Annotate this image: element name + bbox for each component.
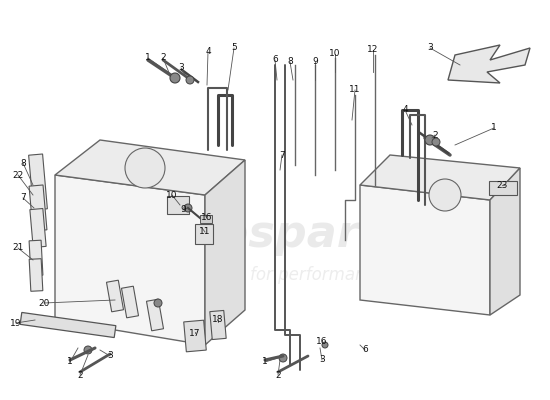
Circle shape xyxy=(429,179,461,211)
Circle shape xyxy=(84,346,92,354)
Text: 8: 8 xyxy=(20,158,26,168)
Text: 3: 3 xyxy=(107,352,113,360)
Text: 12: 12 xyxy=(367,46,379,54)
Text: 5: 5 xyxy=(231,44,237,52)
Text: 1: 1 xyxy=(262,358,268,366)
Polygon shape xyxy=(55,175,205,345)
Polygon shape xyxy=(30,208,46,248)
Text: 11: 11 xyxy=(199,228,211,236)
Text: 3: 3 xyxy=(319,356,325,364)
Text: 20: 20 xyxy=(39,298,50,308)
Polygon shape xyxy=(107,280,124,312)
Text: 3: 3 xyxy=(178,64,184,72)
Circle shape xyxy=(154,299,162,307)
Circle shape xyxy=(125,148,165,188)
Circle shape xyxy=(322,342,328,348)
Text: 8: 8 xyxy=(287,58,293,66)
Text: eurospares: eurospares xyxy=(134,214,416,256)
Text: 9: 9 xyxy=(312,58,318,66)
Text: 11: 11 xyxy=(349,86,361,94)
Text: 21: 21 xyxy=(12,244,24,252)
Polygon shape xyxy=(122,286,139,318)
Bar xyxy=(195,224,213,244)
Polygon shape xyxy=(448,45,530,83)
Text: 4: 4 xyxy=(205,48,211,56)
Text: 6: 6 xyxy=(272,56,278,64)
Circle shape xyxy=(170,73,180,83)
Text: 16: 16 xyxy=(316,338,328,346)
Text: 17: 17 xyxy=(189,328,201,338)
Polygon shape xyxy=(146,299,163,331)
Text: 22: 22 xyxy=(12,170,24,180)
Text: 7: 7 xyxy=(20,194,26,202)
Text: 7: 7 xyxy=(279,150,285,160)
Text: 3: 3 xyxy=(427,44,433,52)
Text: 23: 23 xyxy=(496,180,508,190)
Polygon shape xyxy=(205,160,245,345)
Text: 19: 19 xyxy=(10,318,22,328)
Text: a passion for performance: a passion for performance xyxy=(166,266,384,284)
Bar xyxy=(167,196,189,214)
Polygon shape xyxy=(55,140,245,195)
Text: 10: 10 xyxy=(166,190,178,200)
Text: 2: 2 xyxy=(160,54,166,62)
Polygon shape xyxy=(360,155,520,200)
Circle shape xyxy=(186,76,194,84)
Polygon shape xyxy=(210,310,226,340)
Text: 6: 6 xyxy=(362,346,368,354)
Bar xyxy=(200,215,212,223)
Polygon shape xyxy=(360,185,490,315)
Polygon shape xyxy=(184,320,206,352)
Text: 18: 18 xyxy=(212,316,224,324)
Circle shape xyxy=(432,138,440,146)
Polygon shape xyxy=(29,154,47,210)
Polygon shape xyxy=(29,259,43,291)
Circle shape xyxy=(184,204,192,212)
Text: 2: 2 xyxy=(275,370,281,380)
Text: 2: 2 xyxy=(77,370,83,380)
Text: 1: 1 xyxy=(67,358,73,366)
Text: 9: 9 xyxy=(180,206,186,214)
Text: 2: 2 xyxy=(432,130,438,140)
Polygon shape xyxy=(29,240,43,276)
Polygon shape xyxy=(489,181,517,195)
Text: 1: 1 xyxy=(145,54,151,62)
Circle shape xyxy=(425,135,435,145)
Circle shape xyxy=(279,354,287,362)
Polygon shape xyxy=(490,168,520,315)
Polygon shape xyxy=(29,185,47,231)
Polygon shape xyxy=(20,312,116,338)
Text: 1: 1 xyxy=(491,124,497,132)
Text: 16: 16 xyxy=(201,214,213,222)
Text: 4: 4 xyxy=(402,106,408,114)
Text: 10: 10 xyxy=(329,50,341,58)
